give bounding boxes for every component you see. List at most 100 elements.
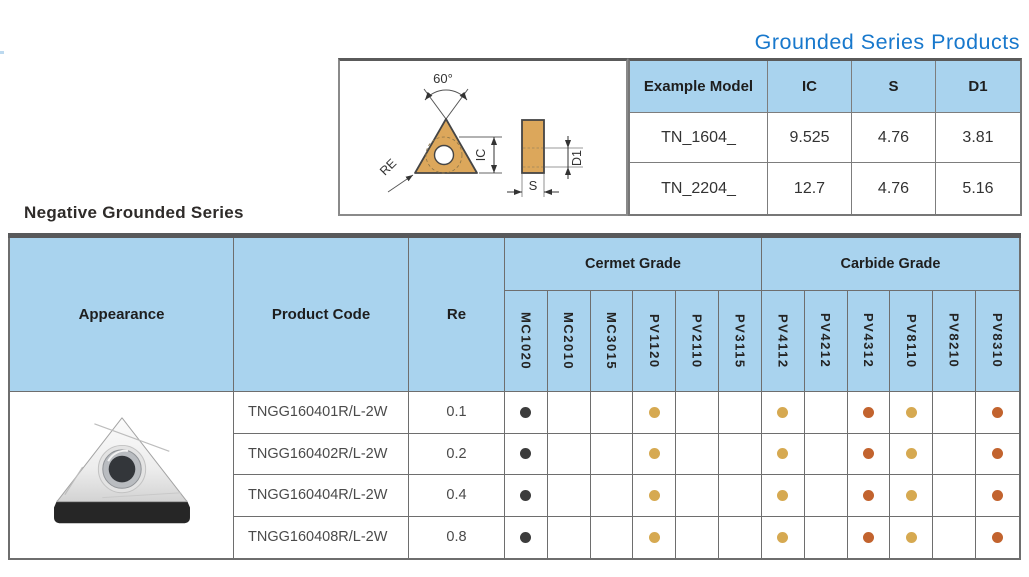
grade-column-header: PV4112 (761, 291, 805, 392)
grade-dot (520, 406, 532, 418)
grade-cell (847, 433, 891, 475)
carbide-grade-header: Carbide Grade (761, 238, 1019, 291)
grade-dot (863, 489, 875, 501)
grade-cell (933, 475, 977, 517)
grade-column-header: PV4312 (847, 291, 891, 392)
grade-dot (905, 489, 917, 501)
grade-dot (648, 406, 660, 418)
cermet-grade-header: Cermet Grade (505, 238, 762, 291)
grade-dot (648, 531, 660, 543)
re-value-cell: 0.2 (409, 433, 505, 475)
re-value-cell: 0.1 (409, 392, 505, 434)
grade-cell (848, 516, 891, 558)
d1-value-cell: 5.16 (962, 179, 994, 197)
grade-cell (548, 516, 591, 558)
product-table: Appearance Product Code Re Cermet Grade … (8, 233, 1021, 560)
grade-cell (761, 475, 805, 517)
grade-cell (847, 475, 891, 517)
insert-side-view (521, 119, 545, 174)
ic-label: IC (474, 149, 488, 162)
re-value-cell: 0.8 (409, 516, 505, 558)
grade-cell (976, 517, 1019, 559)
grade-dot (520, 448, 532, 460)
grade-column-header: PV8110 (890, 291, 934, 392)
grade-cell (505, 475, 548, 517)
grade-cell (719, 475, 762, 517)
grade-cell (847, 392, 891, 434)
example-table-header: D1 (936, 61, 1020, 113)
grade-column-header: MC2010 (547, 291, 591, 392)
insert-photo (53, 417, 190, 524)
page-edge-mark (0, 51, 4, 54)
grade-cell (804, 475, 848, 517)
grade-cell (976, 475, 1019, 517)
s-label: S (529, 178, 538, 193)
page-title: Grounded Series Products (754, 30, 1020, 54)
grade-cell (591, 516, 634, 558)
grade-cell (890, 433, 934, 475)
grade-cell (547, 392, 591, 434)
product-code-cell: TNGG160402R/L-2W (234, 433, 409, 475)
grade-cell (933, 433, 977, 475)
s-value-cell: 4.76 (852, 163, 936, 214)
grade-cell (676, 433, 720, 475)
product-code-cell: TNGG160404R/L-2W (234, 475, 409, 517)
grade-dot (905, 406, 917, 418)
grade-dot (648, 448, 660, 460)
example-model-table: Example Model IC S D1 TN_1604_ 9.525 4.7… (628, 58, 1022, 216)
product-code-cell: TNGG160408R/L-2W (234, 516, 409, 558)
grade-cell (590, 433, 634, 475)
grade-dot (777, 406, 789, 418)
example-model-cell: TN_1604_ (630, 113, 768, 163)
grade-dot (520, 531, 532, 543)
grade-cell (762, 516, 805, 558)
grade-column-header: PV8210 (933, 291, 977, 392)
grade-column-header: MC3015 (590, 291, 634, 392)
re-value-cell: 0.4 (409, 475, 505, 517)
grade-cell (505, 433, 548, 475)
table-top-bar (8, 233, 1021, 238)
grade-dot (777, 489, 789, 501)
grade-dot (777, 531, 789, 543)
grade-cell (805, 516, 848, 558)
angle-label: 60° (433, 71, 453, 86)
product-code-header: Product Code (234, 238, 409, 392)
re-header: Re (409, 238, 505, 392)
example-table-header: IC (768, 61, 852, 113)
ic-value-cell: 9.525 (768, 113, 852, 163)
grade-dot (863, 531, 875, 543)
grade-cell (547, 475, 591, 517)
grade-cell (633, 516, 677, 558)
grade-cell (804, 392, 848, 434)
grade-cell (676, 475, 720, 517)
grade-cell (676, 516, 720, 558)
grade-cell (719, 516, 762, 558)
grade-column-header: PV8310 (976, 291, 1019, 392)
grade-dot (992, 489, 1004, 501)
insert-drawing: 60° IC RE D1 S (377, 71, 584, 197)
example-table-header: Example Model (630, 61, 768, 113)
grade-cell (719, 433, 762, 475)
appearance-header: Appearance (10, 238, 234, 392)
grade-cell (890, 475, 934, 517)
grade-cell (547, 433, 591, 475)
grade-column-header: MC1020 (505, 291, 548, 392)
example-model-cell: TN_2204_ (630, 163, 768, 214)
grade-cell (890, 392, 934, 434)
grade-dot (992, 531, 1004, 543)
d1-value-cell: 3.81 (936, 113, 1020, 163)
grade-cell (590, 392, 634, 434)
grade-cell (505, 392, 548, 434)
grade-cell (976, 434, 1019, 475)
d1-label: D1 (570, 150, 584, 166)
grade-cell (804, 433, 848, 475)
grade-cell (761, 433, 805, 475)
grade-cell (505, 516, 548, 558)
grade-dot (992, 448, 1004, 460)
example-table-header: S (852, 61, 936, 113)
grade-dot (905, 448, 917, 460)
grade-dot (777, 448, 789, 460)
grade-dot (992, 406, 1004, 418)
grade-cell (633, 392, 677, 434)
grade-cell (590, 475, 634, 517)
